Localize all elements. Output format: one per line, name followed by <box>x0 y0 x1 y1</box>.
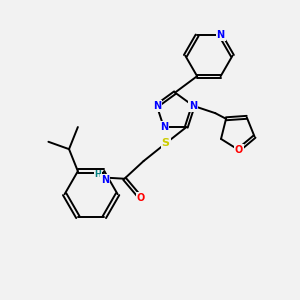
Text: N: N <box>153 101 161 111</box>
Text: O: O <box>235 145 243 155</box>
Text: N: N <box>160 122 168 132</box>
Text: S: S <box>162 138 170 148</box>
Text: N: N <box>217 30 225 40</box>
Text: N: N <box>101 175 109 184</box>
Text: N: N <box>189 101 197 111</box>
Text: H: H <box>94 170 101 179</box>
Text: O: O <box>136 193 145 203</box>
